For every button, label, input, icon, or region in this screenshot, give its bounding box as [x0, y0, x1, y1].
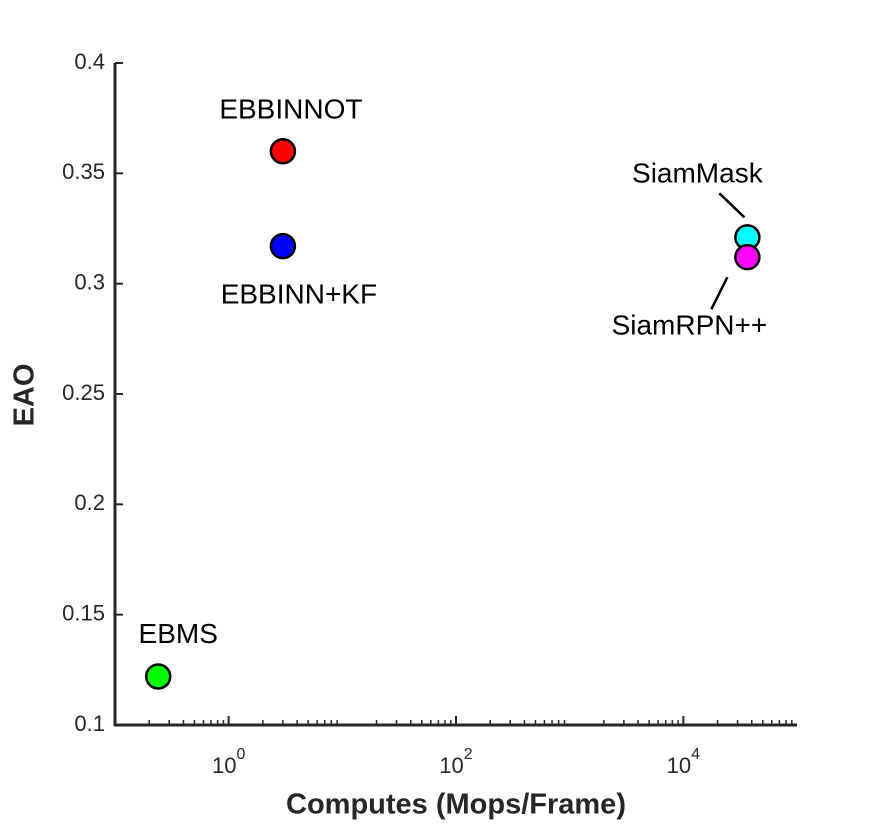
y-axis-title: EAO	[9, 364, 41, 427]
x-tick-label: 102	[439, 746, 472, 778]
point	[734, 243, 761, 271]
x-axis-title: Computes (Mops/Frame)	[286, 789, 626, 821]
y-tick-label: 0.35	[62, 159, 105, 184]
point-label: SiamRPN++	[612, 310, 768, 341]
point-label: EBBINN+KF	[221, 279, 377, 310]
point-label: EBBINNOT	[219, 94, 362, 125]
y-tick-label: 0.25	[62, 380, 105, 405]
point-label: SiamMask	[632, 158, 764, 189]
x-tick-label: 100	[212, 746, 245, 778]
point	[144, 663, 172, 690]
y-tick-label: 0.1	[74, 711, 105, 736]
y-tick-label: 0.2	[74, 490, 105, 515]
leader-line	[710, 276, 729, 310]
y-tick-label: 0.4	[74, 49, 105, 74]
y-tick-label: 0.3	[74, 269, 105, 294]
point	[269, 232, 297, 260]
x-tick-label: 104	[667, 746, 700, 778]
leader-line	[718, 192, 746, 219]
point-label: EBMS	[139, 618, 218, 649]
point	[269, 138, 297, 165]
y-tick-label: 0.15	[62, 600, 105, 625]
